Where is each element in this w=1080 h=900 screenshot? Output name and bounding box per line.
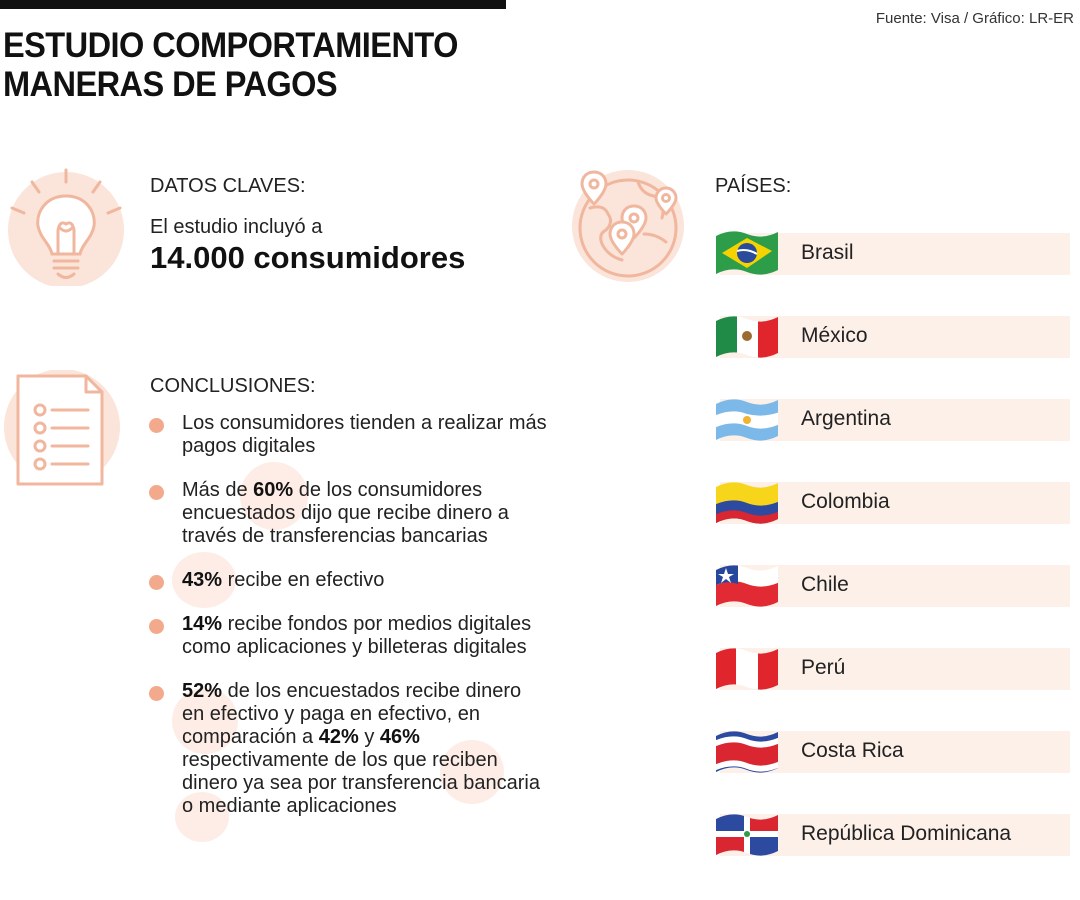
highlight-circle xyxy=(240,462,308,530)
bullet-dot xyxy=(149,619,164,634)
peru-flag-icon xyxy=(714,641,780,697)
countries-label: PAÍSES: xyxy=(715,175,792,197)
percentage-value: 52% xyxy=(182,680,223,702)
title-line-1: ESTUDIO COMPORTAMIENTO xyxy=(3,26,458,65)
bullet-dot xyxy=(149,418,164,433)
lightbulb-icon xyxy=(2,168,130,288)
source-credit: Fuente: Visa / Gráfico: LR-ER xyxy=(875,10,1074,27)
highlight-circle xyxy=(175,792,229,842)
conclusions-list: Los consumidores tienden a realizar más … xyxy=(147,412,547,839)
bullet-dot xyxy=(149,485,164,500)
percentage-value: 14% xyxy=(182,613,223,635)
percentage-value: 46% xyxy=(379,726,420,748)
title-line-2: MANERAS DE PAGOS xyxy=(3,65,338,104)
percentage-value: 42% xyxy=(318,726,359,748)
country-name: Brasil xyxy=(801,241,854,264)
conclusion-text: Los consumidores tienden a realizar más … xyxy=(182,412,547,457)
colombia-flag-icon xyxy=(714,475,780,531)
conclusion-item: 14% recibe fondos por medios digitales c… xyxy=(147,613,547,659)
conclusion-text: respectivamente de los que reciben diner… xyxy=(182,749,540,817)
conclusion-text: recibe en efectivo xyxy=(222,569,385,591)
highlight-circle xyxy=(440,740,504,804)
country-row-chile xyxy=(720,565,1070,607)
conclusion-item: 52% de los encuestados recibe dinero en … xyxy=(147,680,547,818)
mexico-flag-icon xyxy=(714,309,780,365)
country-row-costa-rica xyxy=(720,731,1070,773)
percentage-value: 43% xyxy=(182,569,223,591)
conclusion-text: y xyxy=(358,726,380,748)
key-data-text: El estudio incluyó a xyxy=(150,216,323,238)
conclusion-item: Más de 60% de los consumidores encuestad… xyxy=(147,479,547,548)
bullet-dot xyxy=(149,686,164,701)
country-name: Chile xyxy=(801,573,849,596)
conclusion-item: 43% recibe en efectivo xyxy=(147,569,547,592)
argentina-flag-icon xyxy=(714,392,780,448)
conclusion-text: Más de xyxy=(182,479,254,501)
page-title: ESTUDIO COMPORTAMIENTO MANERAS DE PAGOS xyxy=(3,26,458,104)
conclusion-text: recibe fondos por medios digitales como … xyxy=(182,613,532,658)
country-name: México xyxy=(801,324,868,347)
conclusion-text: de los encuestados recibe dinero en efec… xyxy=(182,680,522,748)
highlight-circle xyxy=(172,688,238,754)
country-name: Perú xyxy=(801,656,846,679)
globe-pins-icon xyxy=(568,168,690,284)
brazil-flag-icon xyxy=(714,226,780,282)
costa-rica-flag-icon xyxy=(714,724,780,780)
conclusion-text: de los consumidores encuestados dijo que… xyxy=(182,479,509,547)
highlight-circle xyxy=(172,552,236,608)
country-row-colombia xyxy=(720,482,1070,524)
country-name: Colombia xyxy=(801,490,890,513)
dominican-republic-flag-icon xyxy=(714,807,780,863)
key-data-label: DATOS CLAVES: xyxy=(150,175,306,197)
key-data-highlight: 14.000 consumidores xyxy=(150,240,466,275)
country-row-dominican-republic xyxy=(720,814,1070,856)
bullet-dot xyxy=(149,575,164,590)
percentage-value: 60% xyxy=(253,479,294,501)
chile-flag-icon xyxy=(714,558,780,614)
country-row-peru xyxy=(720,648,1070,690)
document-list-icon xyxy=(2,369,132,488)
conclusion-item: Los consumidores tienden a realizar más … xyxy=(147,412,547,458)
conclusions-label: CONCLUSIONES: xyxy=(150,375,316,397)
country-row-brasil xyxy=(720,233,1070,275)
country-name: Argentina xyxy=(801,407,891,430)
country-row-mexico xyxy=(720,316,1070,358)
country-row-argentina xyxy=(720,399,1070,441)
top-rule xyxy=(0,0,506,9)
country-name: República Dominicana xyxy=(801,822,1012,845)
country-name: Costa Rica xyxy=(801,739,904,762)
